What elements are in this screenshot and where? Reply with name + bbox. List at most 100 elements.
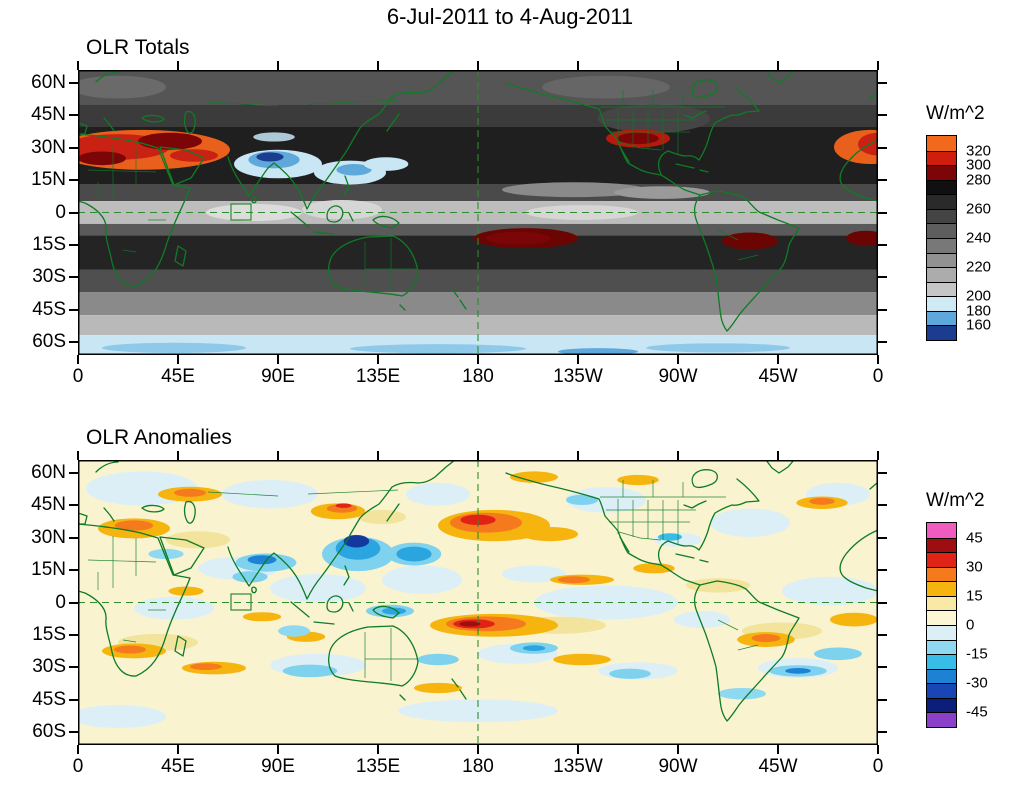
axis-tick [69,601,78,604]
y-axis-tick-label: 15S [32,623,66,645]
colorbar-tick-label: 200 [966,287,992,305]
axis-tick [878,698,887,701]
axis-tick [477,61,479,70]
x-axis-tick-label: 135W [553,366,603,387]
axis-tick [878,114,887,117]
colorbar-segment [927,150,956,166]
axis-tick [878,308,887,311]
y-axis-tick-label: 15N [31,169,66,191]
axis-tick [878,471,887,474]
y-axis-tick-label: 0 [55,201,66,223]
axis-tick [69,536,78,539]
y-axis-tick-label: 0 [55,591,66,613]
y-axis-tick-label: 30N [31,136,66,158]
x-axis-tick-label: 135W [553,756,603,777]
axis-tick [69,243,78,246]
axis-tick [677,451,679,460]
colorbar-segment [927,223,956,238]
axis-tick [77,355,79,364]
colorbar-segment [927,267,956,282]
colorbar-segment [927,610,956,625]
axis-tick [177,745,179,754]
colorbar-segment [927,281,956,297]
axis-tick [477,745,479,754]
colorbar-tick-label: -15 [966,645,988,663]
axis-tick [677,355,679,364]
x-axis-tick-label: 0 [872,756,884,777]
axis-tick [69,146,78,149]
axis-tick [69,666,78,669]
colorbar-tick-label: 240 [966,229,992,247]
axis-tick [69,276,78,279]
axis-tick [777,355,779,364]
axis-tick [877,745,879,754]
axis-tick [777,745,779,754]
axis-tick [277,451,279,460]
axis-tick [69,341,78,344]
axis-tick [877,355,879,364]
colorbar-tick-label: -30 [966,674,988,692]
colorbar-segment [927,136,956,151]
axis-tick [878,81,887,84]
axis-tick [69,504,78,507]
colorbar-tick-label: 220 [966,258,992,276]
axis-tick [677,745,679,754]
anomalies-colorbar-bar: 45 30 15 0 -15 -30 -45 [926,522,988,728]
axis-tick [777,61,779,70]
axis-tick [277,61,279,70]
axis-tick [878,569,887,572]
colorbar-segment [927,310,956,326]
axis-tick [477,451,479,460]
axis-tick [878,211,887,214]
x-axis-tick-label: 90W [658,366,698,387]
colorbar-tick-label: 280 [966,171,992,189]
colorbar-segment [927,639,956,655]
colorbar-units-label: W/m^2 [926,490,985,511]
axis-tick [878,276,887,279]
y-axis-tick-label: 15S [32,233,66,255]
axis-tick [277,745,279,754]
colorbar-tick-label: 15 [966,587,983,605]
colorbar-segment [927,252,956,268]
axis-tick [69,308,78,311]
colorbar-segment [927,523,956,538]
colorbar-segment [927,654,956,669]
axis-tick [878,179,887,182]
axis-tick [69,698,78,701]
y-axis-tick-label: 45N [31,494,66,516]
x-axis-tick-label: 180 [462,756,494,777]
axis-tick [878,666,887,669]
totals-colorbar: W/m^2 320 300 280 260 240 220 200 180 160 [926,103,1026,341]
axis-tick [277,355,279,364]
axis-tick [577,451,579,460]
axis-tick [878,633,887,636]
anomalies-colorbar: W/m^2 45 30 15 0 -15 -30 -45 [926,490,1026,728]
axis-tick [878,536,887,539]
axis-tick [69,114,78,117]
axis-tick [69,81,78,84]
axis-tick [677,61,679,70]
axis-tick [878,341,887,344]
y-axis-tick-label: 45S [32,298,66,320]
y-axis-tick-label: 45N [31,104,66,126]
colorbar-segment [927,595,956,611]
x-axis-tick-label: 0 [72,756,84,777]
colorbar-units-label: W/m^2 [926,103,985,124]
colorbar-segment [927,668,956,684]
axis-tick [477,355,479,364]
axis-tick [77,61,79,70]
panel-anomalies-title: OLR Anomalies [86,426,232,449]
axis-tick [177,61,179,70]
colorbar-segment [927,537,956,553]
y-axis-tick-label: 15N [31,559,66,581]
colorbar-tick-label: 45 [966,529,983,547]
panel-totals-title: OLR Totals [86,36,190,59]
axis-tick [69,731,78,734]
axis-tick [577,745,579,754]
colorbar-tick-label: 160 [966,316,992,334]
axis-tick [377,61,379,70]
colorbar-tick-label: 180 [966,302,992,320]
x-axis-tick-label: 0 [872,366,884,387]
figure-title: 6-Jul-2011 to 4-Aug-2011 [386,4,634,29]
